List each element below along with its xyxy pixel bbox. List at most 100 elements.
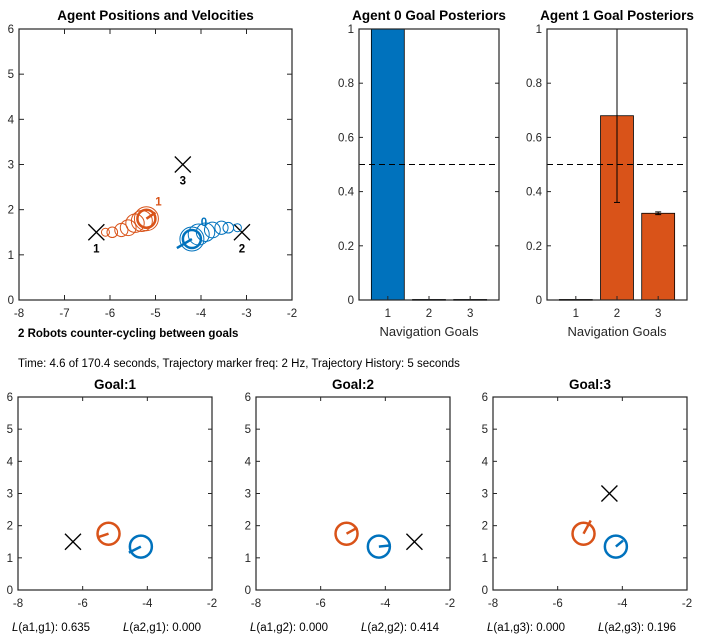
y-tick-label: 4 [7, 456, 14, 468]
y-tick-label: 5 [245, 424, 251, 436]
velocity-vector [145, 211, 157, 220]
axes-box [358, 28, 500, 301]
goal-label: 3 [180, 176, 186, 188]
x-tick-label: 2 [614, 308, 620, 320]
y-tick-label: 0.4 [526, 187, 543, 199]
y-tick-label: 3 [245, 489, 251, 501]
goal-marker [600, 485, 618, 502]
x-tick-label: 1 [573, 308, 579, 320]
y-tick-label: 0.6 [338, 132, 354, 144]
x-tick-label: -4 [380, 598, 391, 610]
axes-box [255, 396, 451, 591]
likelihood-label: L(a1,g3): 0.000 [487, 622, 565, 634]
x-tick-label: -2 [445, 598, 455, 610]
y-tick-label: 5 [7, 424, 13, 436]
goal-marker [64, 533, 82, 551]
y-tick-label: 1 [8, 250, 14, 262]
velocity-vector [345, 526, 358, 535]
x-axis-label: Navigation Goals [380, 324, 479, 339]
y-tick-label: 3 [482, 489, 488, 501]
agent-marker [96, 521, 121, 546]
figure-caption: 2 Robots counter-cycling between goals [18, 328, 238, 340]
velocity-vector [378, 544, 391, 548]
likelihood-label: L(a2,g3): 0.196 [598, 622, 676, 634]
goal-3-panel: Goal:3 -8 -6 -4 -2 0 1 2 3 4 5 6 L(a1,g3): 0.000 L(a2… [482, 377, 693, 634]
chart-title: Agent 0 Goal Posteriors [352, 8, 506, 23]
y-tick-label: 0.2 [526, 241, 542, 253]
y-tick-label: 0 [482, 585, 488, 597]
x-tick-label: -8 [14, 308, 24, 320]
velocity-vector [176, 237, 193, 250]
x-tick-label: -6 [316, 598, 326, 610]
trajectory-marker [119, 219, 137, 237]
goal-marker [174, 156, 192, 173]
y-tick-label: 0 [245, 585, 251, 597]
y-tick-label: 0 [7, 585, 13, 597]
agent-marker [334, 521, 359, 546]
y-tick-label: 5 [8, 69, 14, 81]
y-tick-label: 5 [482, 424, 488, 436]
axes-box [17, 396, 213, 591]
bar [641, 212, 676, 301]
axes-box [18, 28, 293, 301]
goal-marker [233, 223, 251, 241]
x-tick-label: 1 [385, 308, 391, 320]
y-tick-label: 3 [7, 489, 13, 501]
chart-title: Agent Positions and Velocities [57, 8, 254, 23]
x-tick-label: 3 [467, 308, 473, 320]
velocity-vector [582, 519, 592, 535]
likelihood-label: L(a1,g2): 0.000 [250, 622, 328, 634]
goal-marker [87, 223, 105, 241]
x-tick-label: -2 [207, 598, 217, 610]
x-tick-label: -6 [105, 308, 115, 320]
y-tick-label: 0.2 [338, 241, 354, 253]
x-tick-label: -6 [553, 598, 563, 610]
y-tick-label: 2 [482, 521, 488, 533]
goal-marker [405, 533, 423, 551]
agent-marker [128, 534, 154, 559]
y-tick-label: 0 [536, 295, 542, 307]
y-tick-label: 4 [8, 114, 15, 126]
agent-marker-ring [179, 226, 205, 252]
y-tick-label: 6 [8, 24, 14, 36]
goal-label: 1 [93, 243, 100, 255]
y-tick-label: 1 [245, 553, 251, 565]
x-tick-label: 2 [426, 308, 432, 320]
info-line: Time: 4.6 of 170.4 seconds, Trajectory m… [18, 358, 460, 370]
x-tick-label: -6 [78, 598, 88, 610]
y-tick-label: 0.8 [338, 78, 354, 90]
y-tick-label: 6 [245, 392, 251, 404]
y-tick-label: 6 [482, 392, 488, 404]
x-axis-label: Navigation Goals [568, 324, 667, 339]
x-tick-label: -4 [196, 308, 207, 320]
agent-marker [136, 208, 157, 229]
x-tick-label: -4 [142, 598, 153, 610]
y-tick-label: 1 [536, 24, 542, 36]
y-tick-label: 0.6 [526, 132, 542, 144]
x-tick-label: -8 [13, 598, 23, 610]
y-tick-label: 0 [348, 295, 354, 307]
agent-marker [603, 534, 629, 559]
velocity-vector [615, 539, 624, 548]
velocity-vector [97, 532, 109, 539]
y-tick-label: 3 [8, 160, 14, 172]
y-tick-label: 1 [348, 24, 354, 36]
y-tick-label: 6 [7, 392, 13, 404]
chart-title: Agent 1 Goal Posteriors [540, 8, 694, 23]
y-tick-label: 4 [482, 456, 489, 468]
likelihood-label: L(a2,g1): 0.000 [123, 622, 201, 634]
x-tick-label: -2 [287, 308, 297, 320]
likelihood-label: L(a2,g2): 0.414 [361, 622, 440, 634]
chart-title: Goal:2 [332, 377, 374, 392]
x-tick-label: -4 [617, 598, 628, 610]
y-tick-label: 0.8 [526, 78, 542, 90]
y-tick-label: 4 [245, 456, 252, 468]
goal-label: 2 [239, 243, 245, 255]
x-tick-label: -2 [682, 598, 692, 610]
y-tick-label: 1 [7, 553, 13, 565]
chart-title: Goal:3 [569, 377, 612, 392]
y-tick-label: 2 [7, 521, 13, 533]
